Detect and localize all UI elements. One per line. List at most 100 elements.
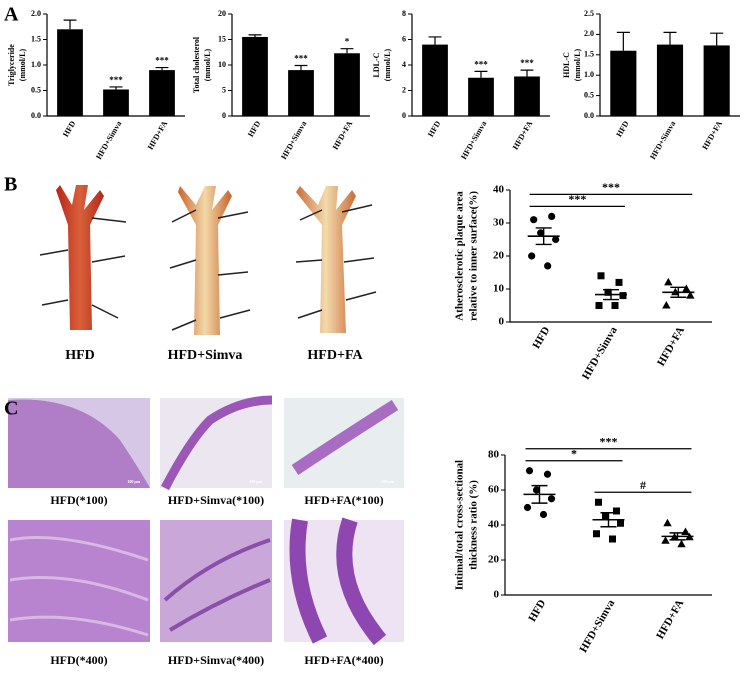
- point: [682, 284, 691, 292]
- point: [681, 527, 690, 535]
- point: [547, 495, 556, 503]
- bar: [468, 77, 494, 116]
- image-caption: HFD: [65, 348, 95, 363]
- sem-bar: [670, 286, 687, 298]
- aorta-photo: [296, 186, 356, 333]
- significance-label: ***: [155, 56, 169, 66]
- y-axis-label: HDL-C: [562, 52, 571, 78]
- bar: [514, 76, 540, 116]
- point: [523, 503, 532, 512]
- sem-bar: [535, 227, 552, 246]
- scale-bar-label: 100 μm: [127, 479, 140, 484]
- y-axis-label: thickness ratio (%): [468, 480, 480, 570]
- y-tick-label: 1.5: [31, 34, 41, 43]
- scale-bar-label: 100 μm: [381, 479, 394, 484]
- error-bar: [294, 64, 308, 71]
- significance-label: ***: [602, 180, 620, 194]
- y-tick-label: 10: [218, 60, 226, 69]
- y-tick-label: 1.0: [584, 70, 594, 79]
- x-tick-label: HFD+Simva: [648, 119, 677, 161]
- sem-bar: [600, 512, 617, 528]
- point: [593, 530, 600, 538]
- point: [619, 292, 627, 300]
- y-tick-label: 15: [218, 34, 226, 43]
- bar: [610, 50, 637, 116]
- y-tick-label: 40: [488, 519, 500, 531]
- x-tick-label: HFD: [530, 325, 552, 351]
- error-bar: [474, 70, 488, 78]
- bar: [334, 53, 360, 116]
- point: [662, 301, 671, 309]
- y-axis-label: (mmol/L): [18, 48, 27, 81]
- significance-label: *: [571, 447, 577, 461]
- point: [525, 467, 534, 475]
- image-caption: HFD+FA(*100): [304, 493, 383, 507]
- point: [611, 302, 619, 309]
- error-bar: [248, 34, 262, 37]
- point: [602, 512, 609, 520]
- point: [615, 278, 623, 286]
- error-bar: [663, 31, 677, 45]
- x-tick-label: HFD+FA: [700, 119, 724, 151]
- histology-image: [160, 520, 272, 642]
- point: [537, 229, 545, 237]
- y-tick-label: 4: [402, 60, 406, 69]
- y-axis-label: (mmol/L): [203, 48, 212, 81]
- y-axis-label: relative to inner surface(%): [468, 191, 480, 321]
- significance-label: ***: [474, 59, 488, 69]
- error-bar: [616, 31, 630, 51]
- error-bar: [340, 48, 354, 54]
- bar: [57, 29, 83, 116]
- x-tick-label: HFD: [614, 119, 630, 138]
- x-tick-label: HFD+Simva: [577, 597, 617, 654]
- point: [595, 302, 603, 309]
- significance-label: ***: [109, 75, 123, 85]
- point: [597, 272, 605, 280]
- bar: [149, 70, 175, 116]
- y-tick-label: 2: [402, 85, 406, 94]
- x-tick-label: HFD+Simva: [459, 119, 488, 161]
- error-bar: [520, 69, 534, 77]
- significance-label: #: [640, 478, 646, 492]
- y-tick-label: 6: [402, 34, 406, 43]
- sem-bar: [669, 532, 686, 541]
- aorta-photos: [39, 185, 377, 335]
- scale-bar-label: 100 μm: [249, 479, 262, 484]
- x-tick-label: HFD+FA: [511, 119, 535, 151]
- y-tick-label: 0: [494, 589, 500, 601]
- y-tick-label: 30: [493, 217, 505, 229]
- y-tick-label: 0.5: [31, 85, 41, 94]
- y-tick-label: 5: [222, 85, 226, 94]
- significance-label: *: [345, 37, 350, 47]
- histology: [8, 395, 404, 646]
- y-axis-label: (mmol/L): [573, 48, 582, 81]
- point: [532, 486, 541, 494]
- y-tick-label: 2.0: [31, 9, 41, 18]
- point: [543, 470, 552, 478]
- point: [604, 288, 612, 296]
- point: [663, 518, 672, 527]
- image-caption: HFD+Simva(*400): [168, 653, 264, 667]
- y-tick-label: 80: [488, 449, 500, 461]
- x-tick-label: HFD+Simva: [580, 324, 620, 381]
- y-tick-label: 8: [402, 9, 406, 18]
- sem-bar: [531, 484, 548, 504]
- point: [677, 539, 686, 548]
- y-tick-label: 2.5: [584, 9, 594, 18]
- y-tick-label: 20: [493, 250, 505, 262]
- point: [544, 262, 552, 270]
- y-axis-label: Total cholesterol: [192, 36, 201, 93]
- y-tick-label: 0.0: [584, 111, 594, 120]
- pins: [39, 204, 377, 331]
- point: [613, 507, 620, 515]
- y-tick-label: 20: [488, 554, 500, 566]
- point: [530, 216, 538, 224]
- x-tick-label: HFD+FA: [331, 119, 355, 151]
- y-tick-label: 0: [222, 111, 226, 120]
- point: [548, 212, 556, 220]
- image-caption: HFD+FA(*400): [304, 653, 383, 667]
- y-tick-label: 0.0: [31, 111, 41, 120]
- point: [595, 498, 602, 506]
- y-tick-label: 0: [499, 316, 505, 328]
